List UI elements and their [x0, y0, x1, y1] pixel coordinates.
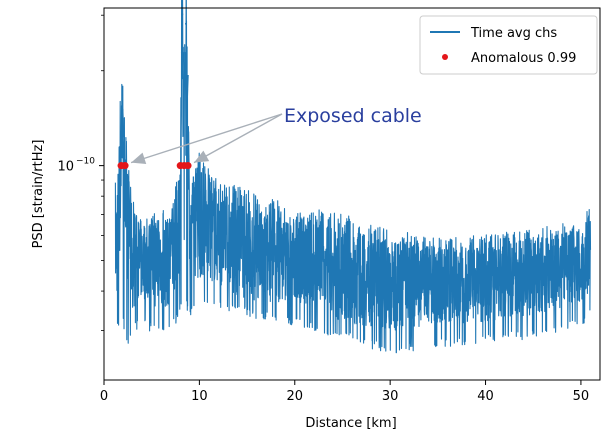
- y-tick-label: 10: [57, 160, 74, 175]
- annotation-arrow-head: [131, 152, 147, 165]
- annotation-arrow-head: [194, 150, 210, 163]
- annotation-label: Exposed cable: [284, 105, 422, 127]
- x-tick-label: 10: [191, 389, 208, 404]
- x-tick-label: 30: [382, 389, 399, 404]
- legend-entry-signal: Time avg chs: [470, 26, 557, 41]
- x-tick-label: 50: [573, 389, 590, 404]
- x-axis: 0 10 20 30 40 50: [100, 380, 589, 404]
- legend: Time avg chs Anomalous 0.99: [419, 15, 598, 75]
- x-tick-label: 40: [477, 389, 494, 404]
- y-axis-label: PSD [strain/rtHz]: [31, 140, 46, 249]
- plot-frame: [103, 7, 601, 381]
- signal-layer: [114, 0, 592, 354]
- annotation-arrow-line: [193, 113, 283, 164]
- legend-dot-marker: [442, 54, 448, 60]
- x-axis-label: Distance [km]: [305, 416, 396, 431]
- anomaly-layer: [117, 162, 192, 170]
- series-spike: [127, 181, 131, 229]
- y-axis: 10 −10: [57, 14, 104, 331]
- legend-box: [419, 15, 598, 75]
- series-spike: [120, 108, 125, 138]
- y-tick-label-exponent: −10: [76, 157, 95, 167]
- x-tick-label: 0: [100, 389, 108, 404]
- x-tick-label: 20: [286, 389, 303, 404]
- anomaly-point: [184, 162, 192, 170]
- anomaly-point: [121, 162, 129, 170]
- legend-entry-anomalous: Anomalous 0.99: [471, 51, 576, 66]
- annotation-arrow-line: [130, 113, 283, 164]
- annotation-layer: Exposed cable: [130, 105, 422, 165]
- series-spike: [185, 74, 189, 103]
- series-spike: [180, 52, 185, 72]
- series-line-time-avg: [114, 0, 592, 354]
